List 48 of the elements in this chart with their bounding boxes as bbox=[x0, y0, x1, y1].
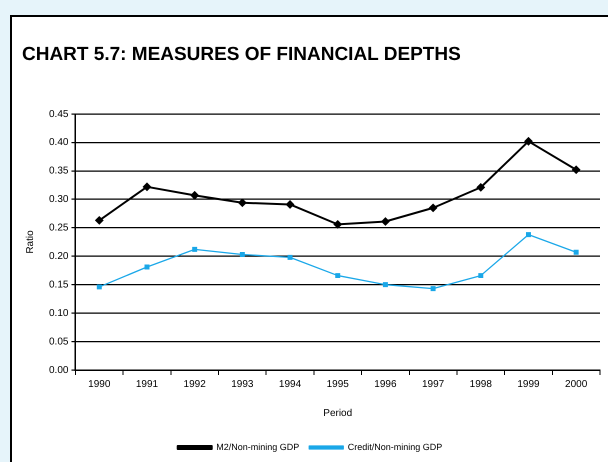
y-tick-label: 0.45 bbox=[48, 108, 69, 120]
point bbox=[476, 183, 485, 192]
legend-label: M2/Non-mining GDP bbox=[216, 442, 300, 452]
x-axis-title: Period bbox=[323, 408, 352, 419]
point bbox=[524, 137, 532, 146]
y-tick-label: 0.30 bbox=[48, 194, 69, 206]
x-tick-label: 1990 bbox=[88, 378, 111, 390]
point bbox=[286, 200, 294, 208]
point bbox=[572, 166, 580, 174]
x-tick-label: 1999 bbox=[517, 378, 540, 390]
x-tick-label: 2000 bbox=[565, 378, 588, 390]
point bbox=[190, 191, 199, 200]
chart-title: CHART 5.7: MEASURES OF FINANCIAL DEPTHS bbox=[22, 44, 461, 66]
x-tick-label: 1994 bbox=[278, 378, 302, 390]
point bbox=[334, 220, 342, 228]
point bbox=[382, 282, 388, 288]
y-axis-title: Ratio bbox=[24, 230, 36, 254]
x-tick-label: 1997 bbox=[422, 378, 445, 390]
y-tick-label: 0.20 bbox=[48, 250, 69, 262]
x-tick-label: 1991 bbox=[136, 378, 159, 390]
y-tick-label: 0.25 bbox=[48, 222, 69, 234]
point bbox=[526, 232, 531, 238]
y-tick-label: 0.00 bbox=[48, 364, 69, 376]
point bbox=[95, 216, 104, 224]
point bbox=[381, 218, 390, 226]
x-tick-label: 1995 bbox=[326, 378, 350, 390]
legend-label: Credit/Non-mining GDP bbox=[348, 442, 442, 452]
point bbox=[96, 284, 102, 290]
point bbox=[574, 250, 579, 255]
point bbox=[430, 286, 436, 292]
point bbox=[335, 273, 340, 278]
x-tick-label: 1996 bbox=[374, 378, 397, 390]
y-tick-label: 0.35 bbox=[48, 166, 69, 177]
point bbox=[142, 182, 151, 191]
x-tick-label: 1998 bbox=[470, 378, 492, 390]
point bbox=[144, 264, 150, 270]
x-tick-label: 1993 bbox=[231, 378, 254, 390]
point bbox=[238, 198, 246, 207]
point bbox=[478, 273, 484, 278]
point bbox=[240, 252, 245, 258]
y-tick-label: 0.10 bbox=[48, 308, 69, 319]
x-tick-label: 1992 bbox=[184, 378, 206, 390]
y-tick-label: 0.40 bbox=[48, 137, 69, 148]
point bbox=[192, 246, 198, 252]
y-tick-label: 0.05 bbox=[48, 336, 69, 348]
point bbox=[288, 254, 293, 260]
point bbox=[429, 204, 438, 212]
y-tick-label: 0.15 bbox=[48, 279, 69, 290]
